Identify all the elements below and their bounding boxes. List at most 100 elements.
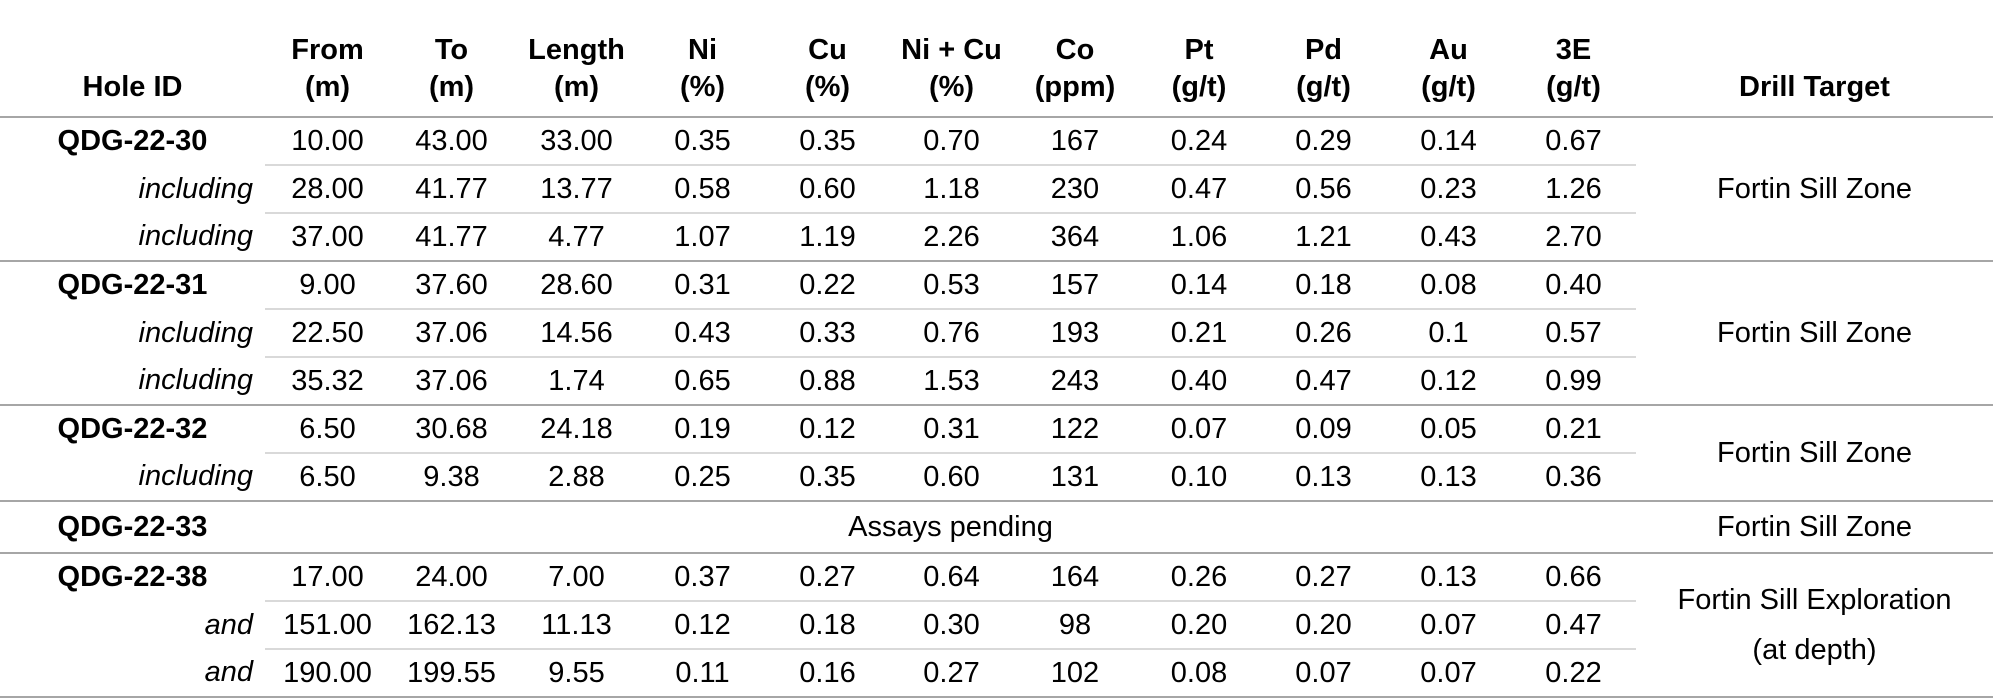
column-unit: (m) [553,71,600,103]
column-header-length: Length (m) [513,0,640,118]
assay-value-cell: 0.31 [640,260,765,309]
assay-value-cell: 1.26 [1511,164,1636,213]
assay-value-cell: 193 [1013,308,1137,357]
assay-value-cell: 0.40 [1511,260,1636,309]
assay-value-cell: 0.56 [1261,164,1386,213]
assay-value-cell: 0.27 [765,552,890,601]
table-body: QDG-22-30 10.00 43.00 33.00 0.35 0.35 0.70 167 0… [0,116,1993,697]
assay-value-cell: 190.00 [265,648,390,697]
drill-target-line: (at depth) [1752,634,1877,666]
column-header-co: Co (ppm) [1013,0,1137,118]
drill-target-cell: Fortin Sill Exploration (at depth) [1636,552,1993,697]
column-unit: (%) [804,71,851,103]
assay-value-cell: 0.07 [1261,648,1386,697]
table-header: Hole ID From (m) To (m) Length (m) Ni (%) Cu (%) Ni… [0,0,1993,118]
hole-group-row: QDG-22-31 9.00 37.60 28.60 0.31 0.22 0.53 157 0.… [0,260,1993,405]
assay-value-cell: 0.05 [1386,404,1511,453]
column-header-from: From (m) [265,0,390,118]
assay-value-cell: 0.25 [640,452,765,501]
interval-qualifier-cell: including [138,460,253,492]
assay-value-cell: 0.31 [890,404,1013,453]
assay-value-cell: 33.00 [513,116,640,165]
assay-value-cell: 6.50 [265,452,390,501]
interval-sub-row: and 190.00 199.55 9.55 0.11 0.16 0.27 102 0.08 0.… [0,648,1993,697]
assay-value-cell: 0.66 [1511,552,1636,601]
assay-value-cell: 0.13 [1386,552,1511,601]
interval-sub-row: including 28.00 41.77 13.77 0.58 0.60 1.18 230 0… [0,164,1993,213]
column-unit: (%) [679,71,726,103]
interval-qualifier-cell: including [138,316,253,349]
hole-group-row: QDG-22-32 6.50 30.68 24.18 0.19 0.12 0.31 122 0.… [0,404,1993,501]
assay-value-cell: 41.77 [390,164,513,213]
assay-value-cell: 0.29 [1261,116,1386,165]
column-label: Cu [808,34,847,66]
assay-value-cell: 13.77 [513,164,640,213]
assay-value-cell: 0.18 [1261,260,1386,309]
assay-value-cell: 0.10 [1137,452,1261,501]
column-label: Ni [688,34,717,66]
column-label: Ni + Cu [901,34,1002,66]
column-label: Length [528,34,625,66]
assay-value-cell: 157 [1013,260,1137,309]
assay-value-cell: 0.21 [1511,404,1636,453]
assay-value-cell: 0.08 [1137,648,1261,697]
assay-value-cell: 0.13 [1386,452,1511,501]
assay-value-cell: 1.21 [1261,212,1386,261]
assay-value-cell: 0.47 [1511,600,1636,649]
drill-target-cell: Fortin Sill Zone [1636,500,1993,553]
assay-value-cell: 1.74 [513,356,640,405]
assay-value-cell: 0.26 [1137,552,1261,601]
column-header-au: Au (g/t) [1386,0,1511,118]
assay-value-cell: 0.22 [1511,648,1636,697]
assay-value-cell: 0.16 [765,648,890,697]
assay-value-cell: 1.18 [890,164,1013,213]
hole-id-cell: QDG-22-33 [0,500,265,553]
assay-value-cell: 98 [1013,600,1137,649]
hole-id-cell: QDG-22-32 [0,404,265,453]
assay-value-cell: 0.07 [1137,404,1261,453]
assay-value-cell: 24.18 [513,404,640,453]
drill-target-cell: Fortin Sill Zone [1636,260,1993,405]
interval-sub-row: and 151.00 162.13 11.13 0.12 0.18 0.30 98 0.20 0.… [0,600,1993,649]
assay-value-cell: 0.07 [1386,648,1511,697]
assay-value-cell: 4.77 [513,212,640,261]
assay-value-cell: 0.12 [1386,356,1511,405]
assay-value-cell: 0.12 [640,600,765,649]
assay-value-cell: 0.47 [1261,356,1386,405]
assay-value-cell: 0.43 [640,308,765,357]
column-header-hole-id: Hole ID [0,0,265,118]
assay-value-cell: 0.22 [765,260,890,309]
assay-value-cell: 2.88 [513,452,640,501]
interval-qualifier-cell: including [138,364,253,396]
assay-value-cell: 0.27 [890,648,1013,697]
assay-value-cell: 0.47 [1137,164,1261,213]
assay-value-cell: 0.70 [890,116,1013,165]
assay-value-cell: 0.76 [890,308,1013,357]
column-header-pd: Pd (g/t) [1261,0,1386,118]
assay-value-cell: 122 [1013,404,1137,453]
column-header-ni-cu: Ni + Cu (%) [890,0,1013,118]
assay-value-cell: 0.67 [1511,116,1636,165]
assay-value-cell: 0.19 [640,404,765,453]
assay-value-cell: 0.12 [765,404,890,453]
assay-value-cell: 131 [1013,452,1137,501]
assay-value-cell: 0.35 [765,452,890,501]
column-unit: (g/t) [1296,71,1351,103]
assay-value-cell: 17.00 [265,552,390,601]
assay-value-cell: 1.07 [640,212,765,261]
assay-value-cell: 0.57 [1511,308,1636,357]
assay-value-cell: 1.53 [890,356,1013,405]
assay-value-cell: 164 [1013,552,1137,601]
assay-value-cell: 0.33 [765,308,890,357]
assay-value-cell: 0.20 [1261,600,1386,649]
interval-sub-row: including 37.00 41.77 4.77 1.07 1.19 2.26 364 1.… [0,212,1993,261]
assay-value-cell: 0.35 [640,116,765,165]
assay-value-cell: 0.14 [1386,116,1511,165]
assay-value-cell: 0.65 [640,356,765,405]
assay-value-cell: 102 [1013,648,1137,697]
column-label: To [434,34,469,66]
assay-value-cell: 1.19 [765,212,890,261]
assay-value-cell: 37.60 [390,260,513,309]
assay-value-cell: 0.37 [640,552,765,601]
